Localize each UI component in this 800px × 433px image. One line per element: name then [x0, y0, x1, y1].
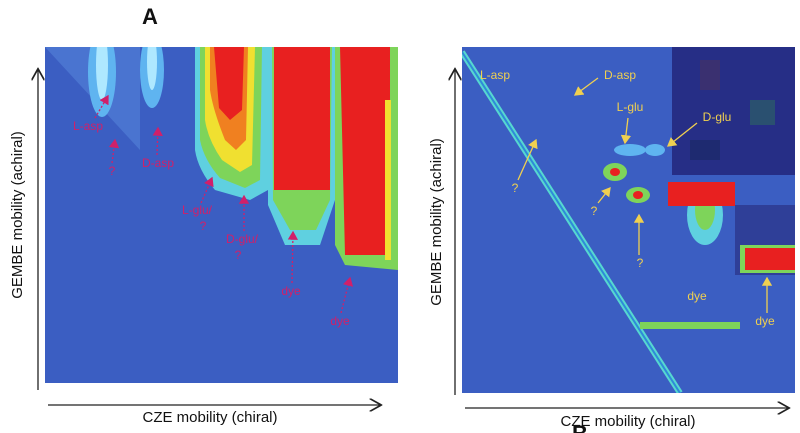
annotation: ? [591, 204, 598, 218]
annotation: L-glu/ [182, 203, 213, 217]
annotation: L-asp [480, 68, 510, 82]
annotation: dye [687, 289, 707, 303]
y-axis-label: GEMBE mobility (achiral) [9, 131, 26, 299]
annotation: ? [512, 181, 519, 195]
heatmap-a [45, 47, 398, 383]
annotation: D-glu/ [226, 232, 259, 246]
annotation: L-glu [617, 100, 644, 114]
annotation: ? [109, 164, 116, 178]
annotation: D-asp [142, 156, 174, 170]
annotation: ? [637, 256, 644, 270]
annotation-arrow [517, 138, 538, 181]
annotation: ? [235, 248, 242, 262]
annotation-arrow [200, 176, 214, 204]
panel-label: B [572, 421, 588, 433]
x-axis-label: CZE mobility (chiral) [142, 409, 277, 426]
annotation-arrow [620, 117, 632, 145]
panel-label: A [142, 4, 158, 29]
annotation-arrow [597, 186, 611, 204]
x-axis-label: CZE mobility (chiral) [560, 413, 695, 430]
annotation-arrow [287, 230, 299, 284]
annotation-arrow [666, 122, 698, 147]
annotation-arrow [152, 126, 163, 156]
annotation: ? [200, 219, 207, 233]
annotation: D-asp [604, 68, 636, 82]
annotation-arrow [573, 77, 599, 96]
heatmap-b [462, 47, 795, 393]
annotation: L-asp [73, 119, 103, 133]
annotation: dye [755, 314, 775, 328]
annotation: dye [330, 314, 350, 328]
annotation-arrow [94, 94, 109, 119]
annotation: D-glu [703, 110, 732, 124]
y-axis-label: GEMBE mobility (achiral) [428, 138, 445, 306]
annotation: dye [281, 284, 301, 298]
